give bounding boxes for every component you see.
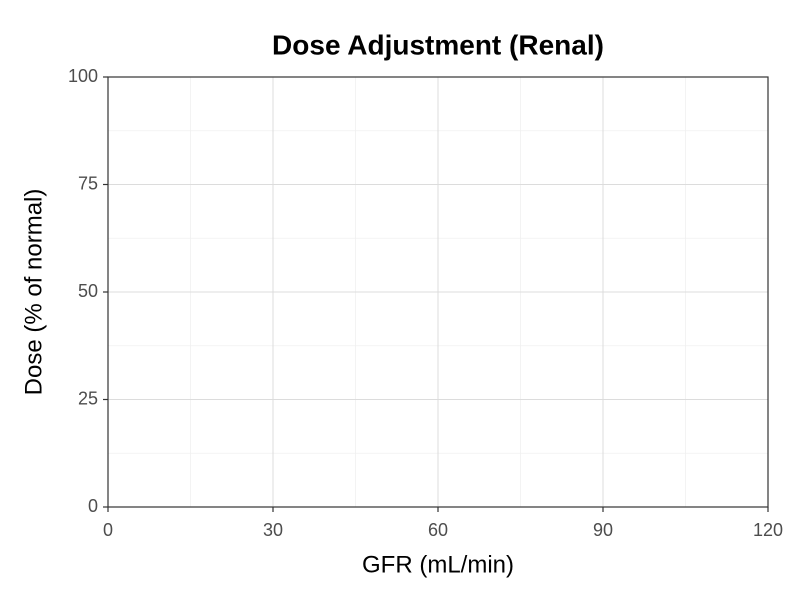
x-axis-title: GFR (mL/min) xyxy=(362,551,514,578)
y-axis-title: Dose (% of normal) xyxy=(20,189,47,396)
y-tick-label: 75 xyxy=(78,173,98,193)
y-tick-label: 50 xyxy=(78,281,98,301)
x-tick-label: 30 xyxy=(263,520,283,540)
x-tick-label: 90 xyxy=(593,520,613,540)
x-tick-label: 60 xyxy=(428,520,448,540)
x-tick-label: 120 xyxy=(753,520,783,540)
chart-title: Dose Adjustment (Renal) xyxy=(272,29,604,60)
y-tick-label: 0 xyxy=(88,496,98,516)
y-tick-label: 100 xyxy=(68,66,98,86)
y-tick-label: 25 xyxy=(78,388,98,408)
x-tick-label: 0 xyxy=(103,520,113,540)
panel-border xyxy=(107,76,769,508)
